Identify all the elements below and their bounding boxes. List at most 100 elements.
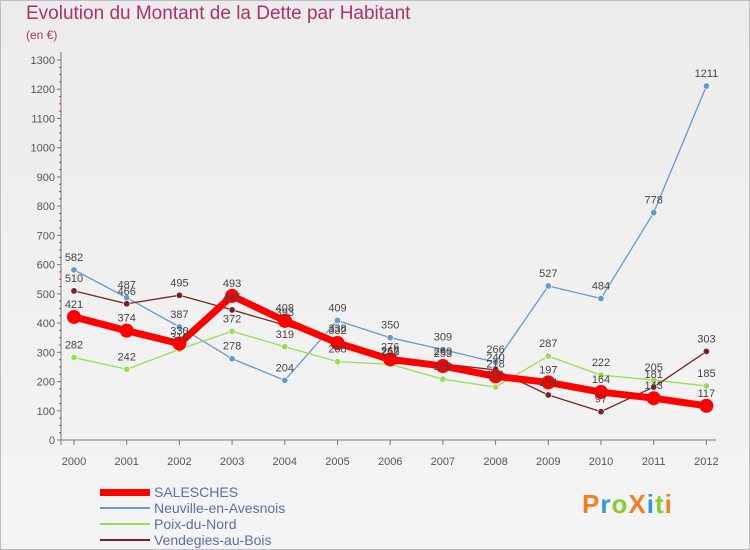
series-point-0 [225,288,240,303]
data-label: 240 [486,352,504,364]
series-point-1 [333,316,341,324]
legend-swatch [100,488,150,496]
series-point-3 [544,391,552,399]
data-label: 204 [276,362,294,374]
data-label: 484 [592,281,610,293]
data-label: 185 [697,368,715,380]
data-label: 164 [592,374,610,386]
chart-legend: SALESCHES Neuville-en-Avesnois Poix-du-Nor… [100,484,285,548]
data-label: 466 [118,286,136,298]
series-point-3 [228,306,236,314]
y-tick-label: 1300 [31,55,55,67]
series-point-2 [597,371,605,379]
data-label: 487 [118,280,136,292]
series-point-0 [699,398,714,413]
logo-letter: o [611,489,629,519]
data-label: 154 [539,377,557,389]
data-label: 510 [65,273,83,285]
x-tick-label: 2011 [642,456,666,468]
series-point-1 [544,282,552,290]
data-label: 527 [539,268,557,280]
x-tick-label: 2007 [431,456,455,468]
data-label: 319 [276,329,294,341]
series-point-3 [597,408,605,416]
data-label: 778 [645,195,663,207]
x-tick-label: 2009 [536,456,560,468]
data-label: 445 [223,292,241,304]
y-tick-label: 500 [37,289,55,301]
series-point-2 [123,365,131,373]
series-point-0 [594,385,608,400]
data-label: 117 [698,388,716,400]
legend-swatch [100,523,150,525]
data-label: 287 [539,338,557,350]
series-point-3 [650,383,658,391]
legend-label: Poix-du-Nord [154,516,237,532]
legend-item: SALESCHES [100,484,285,500]
y-tick-label: 1200 [31,84,55,96]
y-tick-label: 0 [49,435,55,447]
legend-label: Neuville-en-Avesnois [154,500,286,516]
legend-label: Vendegies-au-Bois [154,532,272,548]
series-point-2 [439,375,447,383]
legend-item: Poix-du-Nord [100,516,285,532]
data-label: 268 [328,344,346,356]
series-point-2 [650,376,658,384]
data-label: 309 [434,332,452,344]
x-tick-label: 2012 [694,456,718,468]
y-tick-label: 1100 [31,113,55,125]
x-tick-label: 2010 [589,456,613,468]
data-label: 242 [118,351,136,363]
y-tick-label: 600 [37,260,55,272]
legend-label: SALESCHES [154,484,239,500]
series-point-1 [650,209,658,217]
data-label: 372 [223,313,241,325]
data-label: 393 [276,307,294,319]
data-label: 310 [170,331,188,343]
x-tick-label: 2006 [378,456,402,468]
series-point-1 [175,323,183,331]
y-tick-label: 200 [37,377,55,389]
data-label: 350 [381,320,399,332]
series-point-1 [386,334,394,342]
series-point-1 [439,346,447,354]
y-tick-label: 900 [37,172,55,184]
data-label: 332 [328,325,346,337]
logo-letter: r [600,489,612,519]
logo-letter: i [664,489,673,519]
chart-subtitle: (en €) [26,28,58,42]
data-label: 266 [486,344,504,356]
data-label: 208 [434,361,452,373]
series-point-0 [119,323,134,338]
data-label: 222 [592,357,610,369]
series-point-0 [646,391,661,406]
data-label: 181 [645,369,663,381]
proxiti-logo: ProXiti [582,489,673,520]
data-label: 303 [697,333,715,345]
chart-title: Evolution du Montant de la Dette par Hab… [26,3,411,24]
data-label: 205 [645,362,663,374]
data-label: 143 [645,380,663,392]
y-tick-label: 300 [37,347,55,359]
series-point-0 [67,309,81,324]
x-tick-label: 2002 [167,456,191,468]
logo-letter: i [646,489,655,519]
series-point-1 [228,355,236,363]
series-point-0 [330,335,345,350]
x-tick-label: 2004 [273,456,297,468]
x-tick-label: 2008 [483,456,507,468]
data-label: 1211 [695,68,719,80]
data-label: 197 [539,364,557,376]
legend-item: Neuville-en-Avesnois [100,500,285,516]
logo-letter: P [582,489,601,519]
y-tick-label: 800 [37,201,55,213]
logo-letter: t [654,489,665,519]
series-point-2 [333,358,341,366]
series-point-1 [70,266,78,274]
y-tick-label: 400 [37,318,55,330]
series-point-1 [702,82,710,90]
data-label: 218 [486,358,504,370]
series-point-0 [277,313,292,328]
